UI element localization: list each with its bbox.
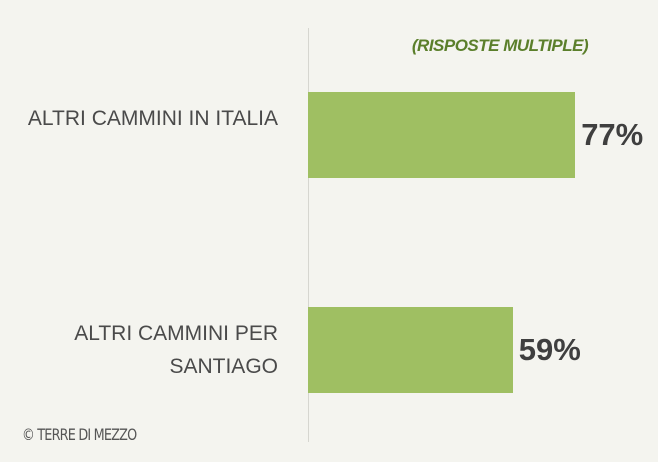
value-label: 59%	[518, 332, 581, 367]
bar	[308, 92, 576, 178]
category-label: ALTRI CAMMINI PER SANTIAGO	[74, 322, 278, 378]
category-label: ALTRI CAMMINI IN ITALIA	[27, 107, 278, 130]
bar	[308, 307, 513, 393]
chart-subtitle: (RISPOSTE MULTIPLE)	[411, 36, 589, 55]
source-note: © TERRE DI MEZZO	[22, 425, 137, 444]
value-label: 77%	[581, 117, 644, 152]
axis-line	[308, 28, 309, 442]
